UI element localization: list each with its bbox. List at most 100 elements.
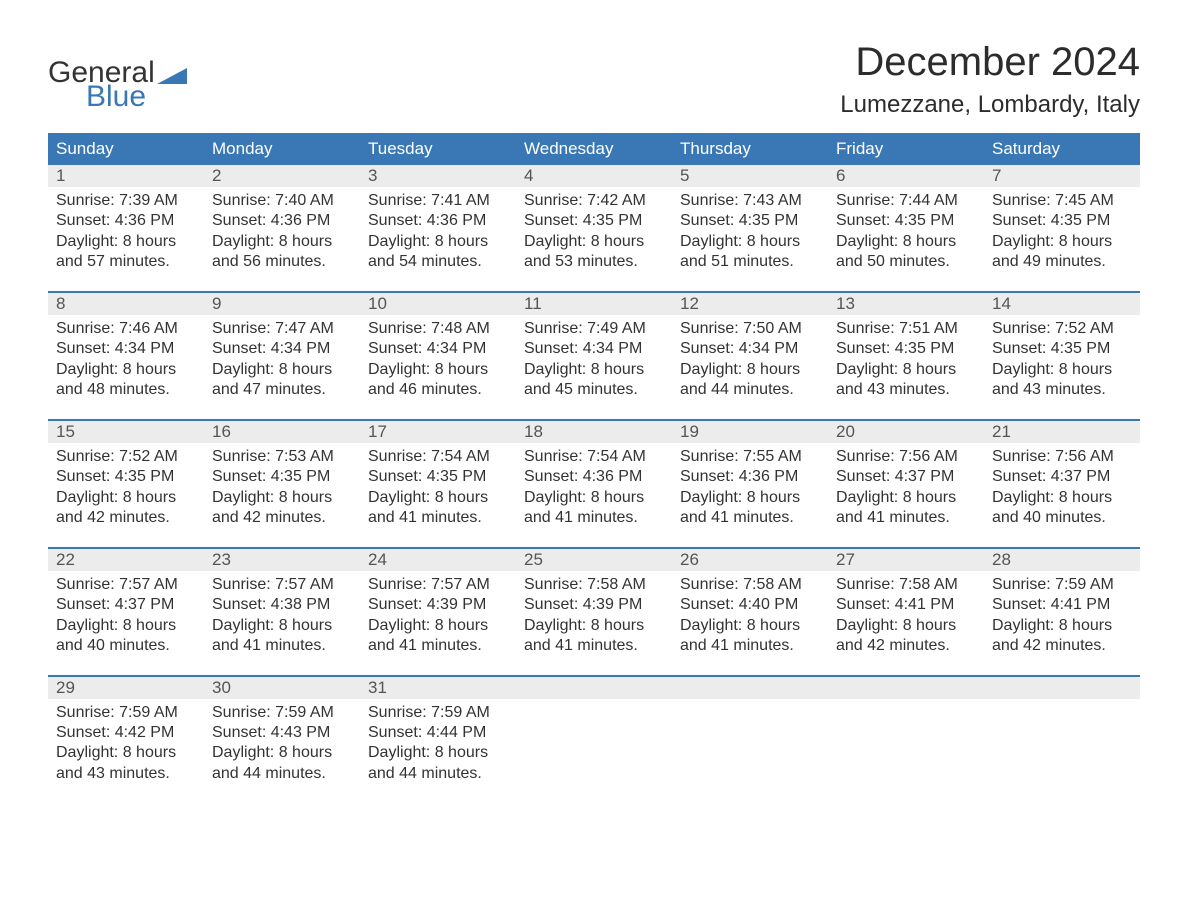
page-title: December 2024 [840, 40, 1140, 85]
sunset-text: Sunset: 4:35 PM [992, 339, 1132, 359]
calendar-week: 15161718192021Sunrise: 7:52 AMSunset: 4:… [48, 419, 1140, 533]
daylight-text-line1: Daylight: 8 hours [992, 232, 1132, 252]
daycell-row: Sunrise: 7:39 AMSunset: 4:36 PMDaylight:… [48, 187, 1140, 277]
header-bar: General Blue December 2024 Lumezzane, Lo… [48, 40, 1140, 119]
sunset-text: Sunset: 4:35 PM [368, 467, 508, 487]
day-number [516, 677, 672, 699]
daylight-text-line1: Daylight: 8 hours [836, 232, 976, 252]
sunset-text: Sunset: 4:34 PM [524, 339, 664, 359]
daylight-text-line2: and 42 minutes. [992, 636, 1132, 656]
sunset-text: Sunset: 4:39 PM [524, 595, 664, 615]
sunset-text: Sunset: 4:34 PM [212, 339, 352, 359]
daylight-text-line2: and 49 minutes. [992, 252, 1132, 272]
day-cell: Sunrise: 7:54 AMSunset: 4:35 PMDaylight:… [360, 443, 516, 533]
sunset-text: Sunset: 4:36 PM [368, 211, 508, 231]
daylight-text-line1: Daylight: 8 hours [524, 232, 664, 252]
day-number: 14 [984, 293, 1140, 315]
day-cell: Sunrise: 7:59 AMSunset: 4:44 PMDaylight:… [360, 699, 516, 789]
day-cell: Sunrise: 7:39 AMSunset: 4:36 PMDaylight:… [48, 187, 204, 277]
sunset-text: Sunset: 4:36 PM [680, 467, 820, 487]
sunset-text: Sunset: 4:34 PM [368, 339, 508, 359]
calendar-week: 1234567Sunrise: 7:39 AMSunset: 4:36 PMDa… [48, 165, 1140, 277]
daylight-text-line1: Daylight: 8 hours [680, 616, 820, 636]
day-number: 26 [672, 549, 828, 571]
day-cell: Sunrise: 7:45 AMSunset: 4:35 PMDaylight:… [984, 187, 1140, 277]
sunset-text: Sunset: 4:35 PM [524, 211, 664, 231]
daylight-text-line2: and 57 minutes. [56, 252, 196, 272]
day-number: 19 [672, 421, 828, 443]
daynum-row: 15161718192021 [48, 421, 1140, 443]
daylight-text-line1: Daylight: 8 hours [212, 743, 352, 763]
sunrise-text: Sunrise: 7:53 AM [212, 447, 352, 467]
daylight-text-line1: Daylight: 8 hours [56, 743, 196, 763]
sunrise-text: Sunrise: 7:59 AM [368, 703, 508, 723]
daylight-text-line1: Daylight: 8 hours [56, 360, 196, 380]
sunrise-text: Sunrise: 7:58 AM [680, 575, 820, 595]
sunset-text: Sunset: 4:40 PM [680, 595, 820, 615]
daynum-row: 1234567 [48, 165, 1140, 187]
day-cell: Sunrise: 7:52 AMSunset: 4:35 PMDaylight:… [48, 443, 204, 533]
sunset-text: Sunset: 4:35 PM [680, 211, 820, 231]
weekday-header: Saturday [984, 133, 1140, 165]
calendar-week: 293031Sunrise: 7:59 AMSunset: 4:42 PMDay… [48, 675, 1140, 789]
sunset-text: Sunset: 4:34 PM [680, 339, 820, 359]
day-cell: Sunrise: 7:56 AMSunset: 4:37 PMDaylight:… [828, 443, 984, 533]
sunrise-text: Sunrise: 7:58 AM [836, 575, 976, 595]
daylight-text-line1: Daylight: 8 hours [836, 360, 976, 380]
daylight-text-line2: and 44 minutes. [680, 380, 820, 400]
day-cell: Sunrise: 7:56 AMSunset: 4:37 PMDaylight:… [984, 443, 1140, 533]
sunset-text: Sunset: 4:36 PM [524, 467, 664, 487]
day-cell: Sunrise: 7:59 AMSunset: 4:43 PMDaylight:… [204, 699, 360, 789]
sunrise-text: Sunrise: 7:51 AM [836, 319, 976, 339]
weekday-header: Monday [204, 133, 360, 165]
sunrise-text: Sunrise: 7:52 AM [992, 319, 1132, 339]
sunrise-text: Sunrise: 7:46 AM [56, 319, 196, 339]
sunset-text: Sunset: 4:36 PM [56, 211, 196, 231]
daynum-row: 891011121314 [48, 293, 1140, 315]
day-number: 23 [204, 549, 360, 571]
day-cell [672, 699, 828, 789]
sunrise-text: Sunrise: 7:42 AM [524, 191, 664, 211]
sunset-text: Sunset: 4:39 PM [368, 595, 508, 615]
day-number: 18 [516, 421, 672, 443]
daylight-text-line2: and 42 minutes. [56, 508, 196, 528]
sunrise-text: Sunrise: 7:56 AM [992, 447, 1132, 467]
day-number: 30 [204, 677, 360, 699]
day-cell: Sunrise: 7:51 AMSunset: 4:35 PMDaylight:… [828, 315, 984, 405]
sunset-text: Sunset: 4:35 PM [836, 339, 976, 359]
day-cell [984, 699, 1140, 789]
day-number: 31 [360, 677, 516, 699]
daylight-text-line1: Daylight: 8 hours [212, 360, 352, 380]
day-number: 21 [984, 421, 1140, 443]
day-number: 9 [204, 293, 360, 315]
logo: General Blue [48, 40, 187, 112]
sunrise-text: Sunrise: 7:41 AM [368, 191, 508, 211]
calendar: SundayMondayTuesdayWednesdayThursdayFrid… [48, 133, 1140, 788]
daylight-text-line2: and 41 minutes. [680, 636, 820, 656]
daylight-text-line2: and 44 minutes. [368, 764, 508, 784]
daylight-text-line2: and 50 minutes. [836, 252, 976, 272]
page-subtitle: Lumezzane, Lombardy, Italy [840, 91, 1140, 119]
sunset-text: Sunset: 4:34 PM [56, 339, 196, 359]
daylight-text-line2: and 40 minutes. [56, 636, 196, 656]
daylight-text-line2: and 44 minutes. [212, 764, 352, 784]
daylight-text-line2: and 42 minutes. [212, 508, 352, 528]
day-number: 4 [516, 165, 672, 187]
sunset-text: Sunset: 4:41 PM [836, 595, 976, 615]
day-cell: Sunrise: 7:52 AMSunset: 4:35 PMDaylight:… [984, 315, 1140, 405]
daylight-text-line1: Daylight: 8 hours [56, 232, 196, 252]
sunrise-text: Sunrise: 7:54 AM [368, 447, 508, 467]
sunset-text: Sunset: 4:44 PM [368, 723, 508, 743]
day-number: 16 [204, 421, 360, 443]
sunrise-text: Sunrise: 7:55 AM [680, 447, 820, 467]
day-cell: Sunrise: 7:53 AMSunset: 4:35 PMDaylight:… [204, 443, 360, 533]
day-cell [516, 699, 672, 789]
daylight-text-line2: and 41 minutes. [680, 508, 820, 528]
daylight-text-line2: and 41 minutes. [212, 636, 352, 656]
day-number [828, 677, 984, 699]
sunrise-text: Sunrise: 7:49 AM [524, 319, 664, 339]
daycell-row: Sunrise: 7:52 AMSunset: 4:35 PMDaylight:… [48, 443, 1140, 533]
day-number: 28 [984, 549, 1140, 571]
day-cell: Sunrise: 7:50 AMSunset: 4:34 PMDaylight:… [672, 315, 828, 405]
daylight-text-line2: and 41 minutes. [524, 508, 664, 528]
